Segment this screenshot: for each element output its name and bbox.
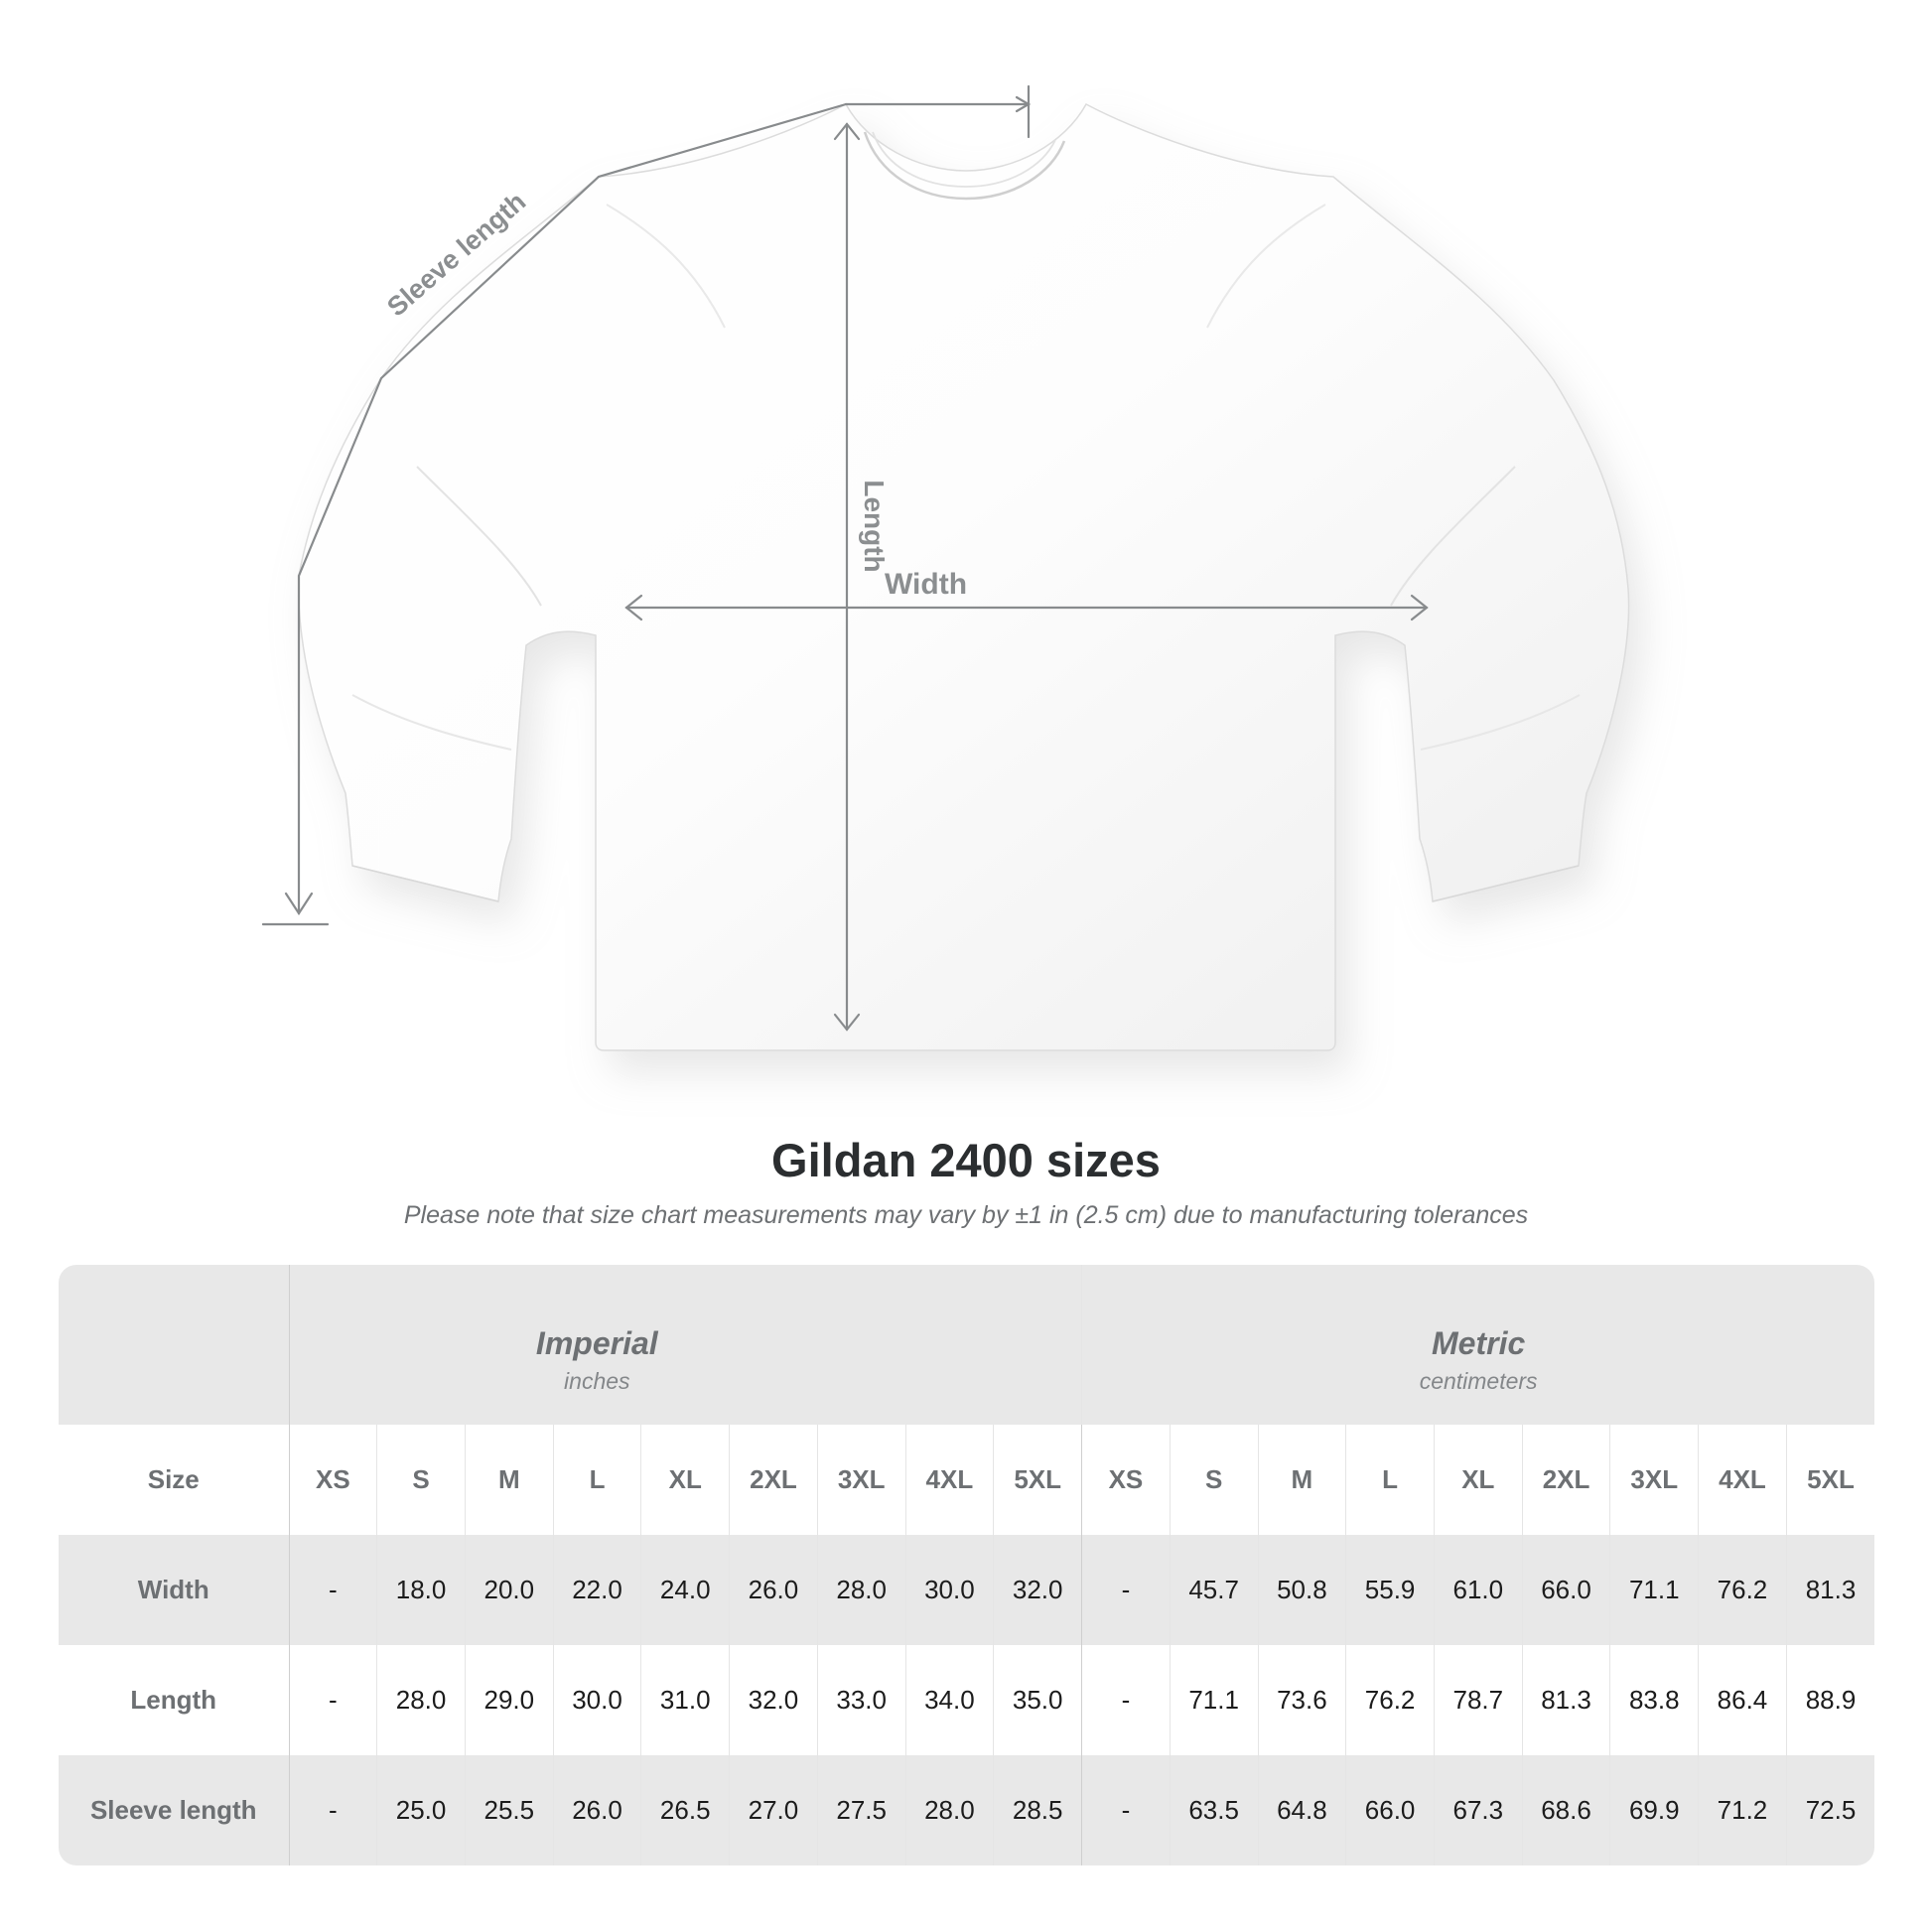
svg-text:Width: Width bbox=[885, 568, 967, 601]
svg-text:Length: Length bbox=[859, 480, 890, 572]
